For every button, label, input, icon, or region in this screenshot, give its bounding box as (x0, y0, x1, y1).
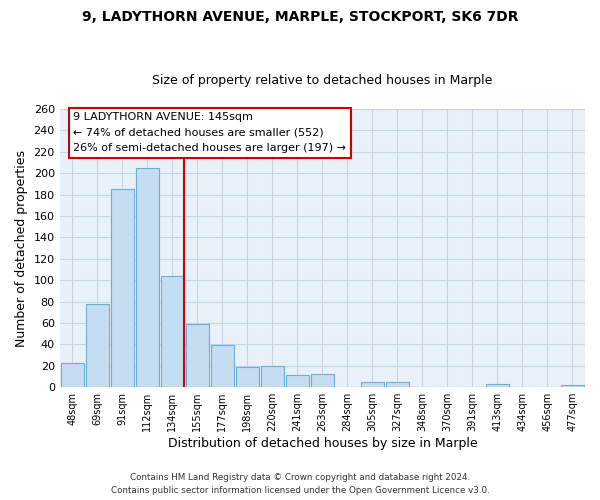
X-axis label: Distribution of detached houses by size in Marple: Distribution of detached houses by size … (167, 437, 477, 450)
Text: 9, LADYTHORN AVENUE, MARPLE, STOCKPORT, SK6 7DR: 9, LADYTHORN AVENUE, MARPLE, STOCKPORT, … (82, 10, 518, 24)
Bar (311, 374, 334, 387)
Bar (211, 346, 234, 387)
Bar (61, 362, 83, 387)
Bar (386, 382, 409, 387)
Bar (561, 385, 584, 387)
Bar (236, 367, 259, 387)
Title: Size of property relative to detached houses in Marple: Size of property relative to detached ho… (152, 74, 493, 87)
Bar (136, 168, 159, 387)
Bar (110, 190, 134, 387)
Bar (261, 366, 284, 387)
Y-axis label: Number of detached properties: Number of detached properties (15, 150, 28, 346)
Text: 9 LADYTHORN AVENUE: 145sqm
← 74% of detached houses are smaller (552)
26% of sem: 9 LADYTHORN AVENUE: 145sqm ← 74% of deta… (73, 112, 346, 154)
Bar (361, 382, 384, 387)
Bar (286, 376, 309, 387)
Bar (486, 384, 509, 387)
Bar (161, 276, 184, 387)
Bar (86, 304, 109, 387)
Bar (186, 324, 209, 387)
Text: Contains HM Land Registry data © Crown copyright and database right 2024.
Contai: Contains HM Land Registry data © Crown c… (110, 474, 490, 495)
